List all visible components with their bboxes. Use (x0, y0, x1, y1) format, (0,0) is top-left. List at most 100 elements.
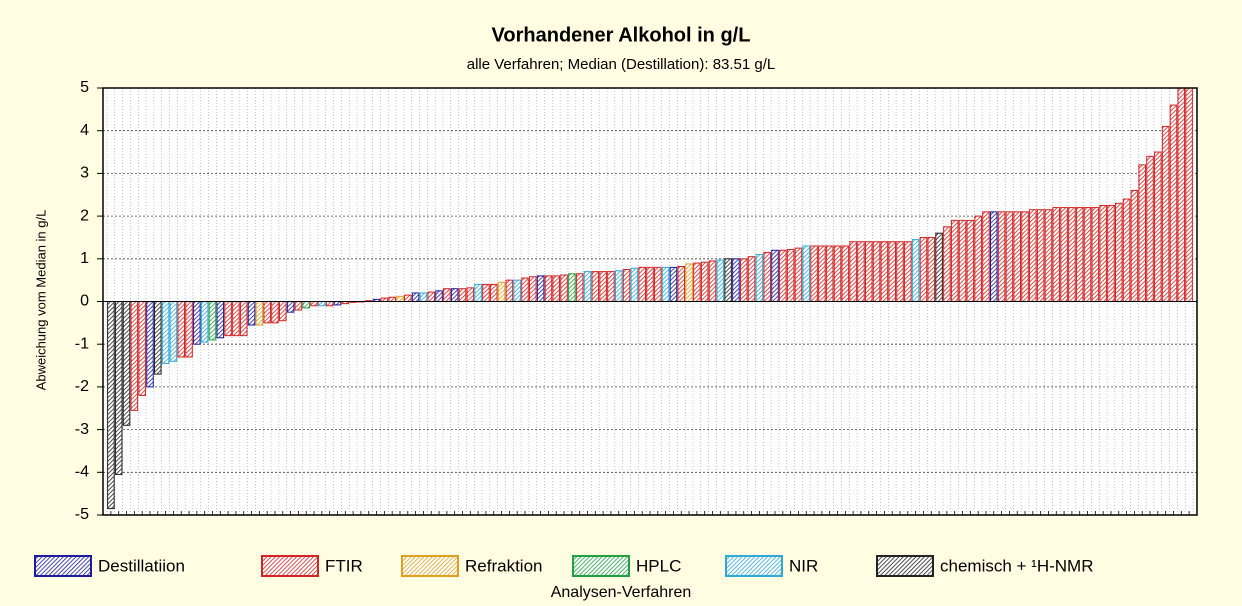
legend-swatch (34, 555, 92, 577)
bar (864, 241, 873, 302)
bar (708, 260, 717, 302)
legend-label: NIR (789, 556, 818, 575)
bar (1044, 209, 1053, 303)
y-tick-label: 1 (80, 250, 89, 267)
bar (177, 301, 186, 358)
bar (794, 247, 803, 302)
bar (255, 301, 264, 326)
y-tick-label: -5 (75, 506, 89, 523)
bar (802, 245, 811, 303)
bar (247, 301, 256, 326)
bar (1052, 207, 1061, 302)
bar (239, 301, 248, 337)
bar (380, 297, 389, 303)
legend-swatch (876, 555, 934, 577)
bar (443, 288, 451, 303)
bar (661, 266, 670, 302)
bar (575, 273, 584, 302)
bar (396, 295, 404, 303)
y-tick-label: -3 (75, 421, 89, 438)
bar (997, 211, 1006, 302)
bar (1005, 211, 1014, 302)
bar (669, 266, 678, 302)
bar (654, 266, 662, 302)
bar (544, 275, 553, 303)
bar (888, 241, 896, 302)
bar (458, 288, 467, 303)
bar (294, 301, 303, 311)
bar (1036, 209, 1045, 303)
bar (138, 301, 146, 396)
bar (302, 301, 311, 309)
bar (568, 273, 576, 302)
bar (513, 279, 521, 302)
y-tick-label: -2 (75, 378, 89, 395)
bar (880, 241, 889, 302)
bar (724, 258, 732, 302)
bar (1122, 198, 1131, 303)
bar (1185, 87, 1193, 302)
bar (630, 267, 639, 302)
y-tick-label: 4 (80, 122, 89, 139)
bar (583, 271, 592, 302)
bar (325, 301, 334, 307)
bar (763, 251, 771, 303)
bar (122, 301, 131, 426)
legend-swatch (401, 555, 459, 577)
bar (716, 259, 725, 302)
bar (919, 236, 928, 302)
bar (1029, 209, 1037, 303)
bar (614, 270, 623, 303)
bar (529, 276, 537, 303)
bar (1146, 155, 1154, 302)
legend-label: Destillatiion (98, 556, 185, 575)
bar (685, 263, 693, 303)
bar (1091, 207, 1100, 302)
bar (779, 249, 787, 302)
y-tick-label: 2 (80, 207, 89, 224)
bar (1169, 104, 1178, 302)
bar (927, 236, 936, 302)
bar (943, 226, 951, 302)
plot-frame (102, 87, 1198, 516)
bar (622, 268, 631, 303)
bar (849, 241, 857, 302)
bar (857, 241, 865, 302)
bar (771, 249, 779, 302)
bar (1083, 207, 1092, 302)
y-tick-label: 0 (80, 293, 89, 310)
bar (224, 301, 232, 337)
bar (286, 301, 295, 313)
legend-label: Refraktion (465, 556, 542, 575)
bar (591, 271, 600, 302)
bar (599, 271, 607, 302)
bar (646, 266, 654, 302)
bar (560, 274, 568, 303)
bar (693, 262, 701, 303)
bar (1013, 211, 1021, 302)
bar (739, 258, 748, 302)
bar (318, 301, 326, 307)
bar (482, 283, 490, 303)
bar (169, 301, 178, 362)
bar (1161, 125, 1170, 303)
legend-label: chemisch + ¹H-NMR (940, 556, 1094, 575)
bar (146, 301, 154, 388)
bar (388, 296, 396, 303)
bar (521, 277, 529, 303)
bar (435, 290, 443, 303)
bar (950, 219, 959, 302)
bar (747, 256, 756, 303)
bar (833, 245, 842, 303)
bar (841, 245, 850, 303)
bar (700, 261, 709, 303)
bar (200, 301, 209, 343)
bar (232, 301, 240, 337)
bar (279, 301, 287, 322)
chart-subtitle: alle Verfahren; Median (Destillation): 8… (467, 56, 776, 73)
bar (404, 294, 412, 303)
bar (193, 301, 201, 345)
bar (1130, 189, 1139, 302)
x-axis-label: Analysen-Verfahren (551, 584, 692, 601)
bar (974, 215, 982, 303)
